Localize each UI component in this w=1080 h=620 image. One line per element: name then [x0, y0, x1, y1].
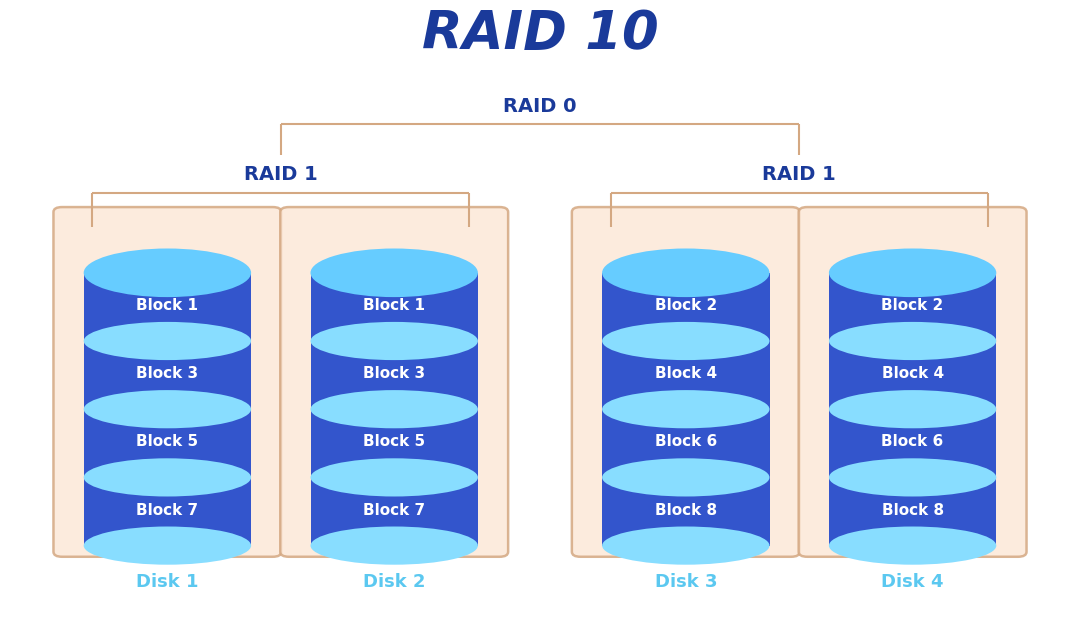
- Bar: [829, 273, 996, 341]
- Ellipse shape: [84, 390, 252, 428]
- Text: Disk 2: Disk 2: [363, 572, 426, 591]
- Ellipse shape: [602, 390, 769, 428]
- Text: Disk 1: Disk 1: [136, 572, 199, 591]
- Ellipse shape: [602, 526, 769, 565]
- Ellipse shape: [829, 458, 997, 497]
- Bar: [84, 477, 251, 546]
- Text: Block 2: Block 2: [654, 298, 717, 313]
- Bar: [311, 273, 478, 341]
- Text: RAID 0: RAID 0: [503, 97, 577, 116]
- Ellipse shape: [829, 249, 997, 297]
- Text: Block 8: Block 8: [881, 503, 944, 518]
- Ellipse shape: [84, 526, 252, 565]
- Text: Block 5: Block 5: [136, 435, 199, 449]
- Bar: [829, 477, 996, 546]
- FancyBboxPatch shape: [280, 207, 509, 557]
- Ellipse shape: [311, 458, 478, 497]
- Text: Block 7: Block 7: [363, 503, 426, 518]
- Text: Block 6: Block 6: [654, 435, 717, 449]
- Bar: [603, 341, 769, 409]
- Ellipse shape: [829, 390, 997, 428]
- Ellipse shape: [829, 322, 997, 360]
- Text: RAID 1: RAID 1: [244, 166, 318, 184]
- Text: Block 1: Block 1: [136, 298, 199, 313]
- Text: Block 3: Block 3: [363, 366, 426, 381]
- Bar: [311, 409, 478, 477]
- Ellipse shape: [311, 322, 478, 360]
- Ellipse shape: [311, 249, 478, 297]
- Text: RAID 1: RAID 1: [762, 166, 836, 184]
- Bar: [311, 341, 478, 409]
- Bar: [603, 273, 769, 341]
- Bar: [84, 273, 251, 341]
- Ellipse shape: [84, 458, 252, 497]
- Text: Block 3: Block 3: [136, 366, 199, 381]
- Bar: [829, 409, 996, 477]
- Bar: [84, 409, 251, 477]
- Text: Disk 3: Disk 3: [654, 572, 717, 591]
- Text: Block 5: Block 5: [363, 435, 426, 449]
- Text: Block 2: Block 2: [881, 298, 944, 313]
- Ellipse shape: [311, 526, 478, 565]
- Bar: [603, 409, 769, 477]
- FancyBboxPatch shape: [53, 207, 282, 557]
- Ellipse shape: [84, 249, 252, 297]
- Text: Block 4: Block 4: [654, 366, 717, 381]
- Bar: [829, 341, 996, 409]
- Text: Disk 4: Disk 4: [881, 572, 944, 591]
- Text: RAID 10: RAID 10: [421, 8, 659, 60]
- Bar: [603, 477, 769, 546]
- Ellipse shape: [829, 526, 997, 565]
- Text: Block 7: Block 7: [136, 503, 199, 518]
- FancyBboxPatch shape: [799, 207, 1026, 557]
- Ellipse shape: [602, 249, 769, 297]
- FancyBboxPatch shape: [572, 207, 799, 557]
- Ellipse shape: [602, 322, 769, 360]
- Text: Block 8: Block 8: [654, 503, 717, 518]
- Text: Block 4: Block 4: [881, 366, 944, 381]
- Text: Block 6: Block 6: [881, 435, 944, 449]
- Bar: [84, 341, 251, 409]
- Ellipse shape: [602, 458, 769, 497]
- Ellipse shape: [311, 390, 478, 428]
- Ellipse shape: [84, 322, 252, 360]
- Text: Block 1: Block 1: [363, 298, 426, 313]
- Bar: [311, 477, 478, 546]
